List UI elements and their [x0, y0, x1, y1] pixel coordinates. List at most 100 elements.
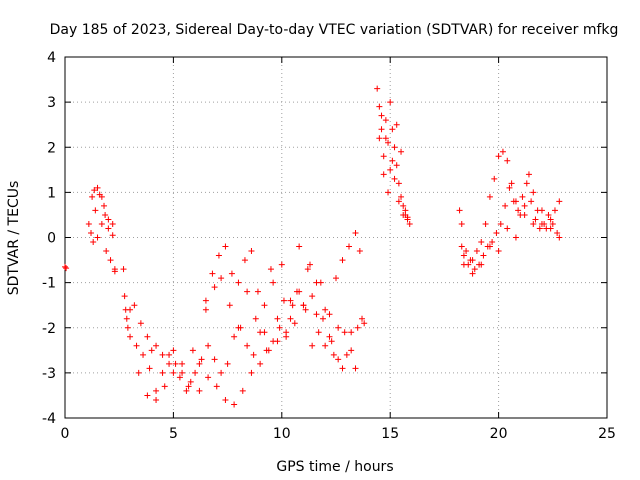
- data-point: [89, 193, 96, 200]
- data-point: [556, 198, 563, 205]
- data-point: [187, 378, 194, 385]
- data-point: [547, 225, 554, 232]
- x-tick-label: 25: [598, 426, 616, 442]
- data-point: [135, 369, 142, 376]
- data-point: [456, 207, 463, 214]
- data-point: [495, 153, 502, 160]
- data-point: [328, 338, 335, 345]
- data-point: [545, 211, 552, 218]
- data-point: [400, 211, 407, 218]
- data-point: [471, 266, 478, 273]
- data-point: [287, 297, 294, 304]
- data-point: [96, 191, 103, 198]
- data-point: [153, 387, 160, 394]
- data-point: [94, 184, 101, 191]
- data-point: [376, 103, 383, 110]
- data-point: [265, 347, 272, 354]
- data-point: [378, 126, 385, 133]
- data-point: [378, 112, 385, 119]
- data-point: [395, 198, 402, 205]
- data-point: [395, 180, 402, 187]
- data-point: [209, 270, 216, 277]
- axis-ticks: 0 5 10 15 20 25 -4 -3 -2 -1 0 1 2 3 4: [42, 50, 616, 442]
- data-point: [231, 333, 238, 340]
- data-point: [538, 207, 545, 214]
- data-point: [402, 207, 409, 214]
- data-point: [458, 220, 465, 227]
- data-point: [463, 248, 470, 255]
- data-point: [469, 270, 476, 277]
- data-point: [103, 248, 110, 255]
- data-point: [521, 211, 528, 218]
- data-point: [109, 232, 116, 239]
- data-point: [261, 329, 268, 336]
- data-point: [211, 284, 218, 291]
- data-point: [202, 297, 209, 304]
- data-point: [309, 342, 316, 349]
- data-point: [387, 99, 394, 106]
- data-point: [172, 360, 179, 367]
- data-point: [144, 392, 151, 399]
- data-point: [224, 360, 231, 367]
- data-point: [244, 288, 251, 295]
- data-point: [296, 288, 303, 295]
- data-point: [499, 148, 506, 155]
- x-axis-label: GPS time / hours: [276, 459, 393, 475]
- data-point: [101, 202, 108, 209]
- data-point: [166, 360, 173, 367]
- y-tick-label: -2: [42, 321, 56, 337]
- data-point: [267, 266, 274, 273]
- data-point: [335, 324, 342, 331]
- data-point: [343, 351, 350, 358]
- data-point: [398, 148, 405, 155]
- data-point: [185, 383, 192, 390]
- data-point: [404, 214, 411, 221]
- data-point: [109, 220, 116, 227]
- data-point: [322, 342, 329, 349]
- data-point: [497, 220, 504, 227]
- data-point: [486, 243, 493, 250]
- data-point: [127, 306, 134, 313]
- data-point: [519, 193, 526, 200]
- data-point: [359, 315, 366, 322]
- data-point: [248, 369, 255, 376]
- data-point: [192, 369, 199, 376]
- data-point: [549, 220, 556, 227]
- data-point: [467, 257, 474, 264]
- data-point: [62, 263, 68, 270]
- data-point: [291, 320, 298, 327]
- data-point: [189, 347, 196, 354]
- data-point: [88, 229, 95, 236]
- data-point: [313, 311, 320, 318]
- data-point: [400, 202, 407, 209]
- data-point: [111, 268, 118, 275]
- data-point: [276, 324, 283, 331]
- data-point: [515, 207, 522, 214]
- data-point: [252, 315, 259, 322]
- data-point: [91, 187, 98, 194]
- data-point: [196, 387, 203, 394]
- data-point: [389, 157, 396, 164]
- data-point: [480, 252, 487, 259]
- data-point: [222, 396, 229, 403]
- data-point: [387, 166, 394, 173]
- data-point: [508, 180, 515, 187]
- data-point: [105, 225, 112, 232]
- y-tick-label: -4: [42, 411, 56, 427]
- data-point: [393, 162, 400, 169]
- y-tick-label: 3: [47, 95, 56, 111]
- data-point: [228, 270, 235, 277]
- data-point: [120, 266, 127, 273]
- data-point: [280, 297, 287, 304]
- x-tick-label: 20: [490, 426, 508, 442]
- data-point: [153, 396, 160, 403]
- data-point: [478, 239, 485, 246]
- data-point: [510, 198, 517, 205]
- data-point: [460, 252, 467, 259]
- data-point: [296, 243, 303, 250]
- data-point: [504, 157, 511, 164]
- data-point: [196, 360, 203, 367]
- data-point: [393, 121, 400, 128]
- data-point: [458, 243, 465, 250]
- data-point: [306, 261, 313, 268]
